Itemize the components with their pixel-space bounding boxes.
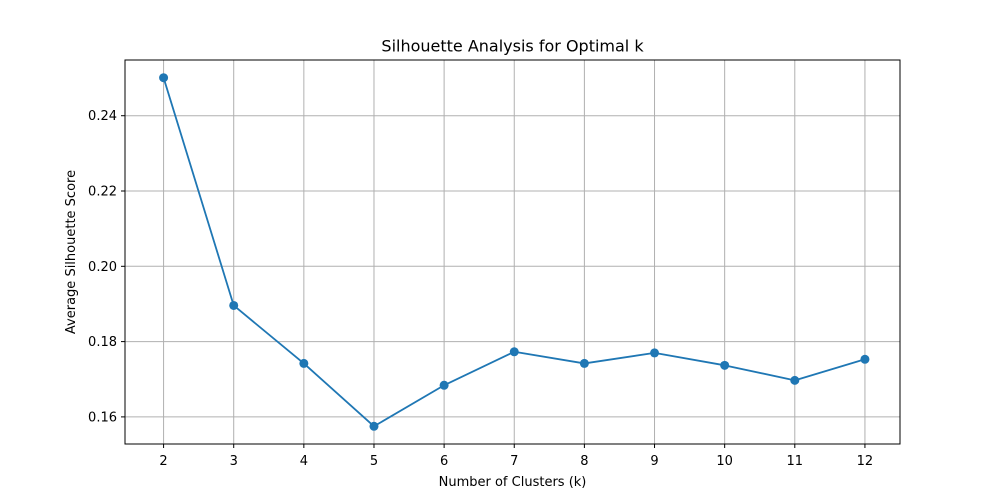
x-tick-label: 8 bbox=[580, 454, 588, 469]
data-point bbox=[650, 348, 660, 358]
y-tick-label: 0.18 bbox=[88, 335, 117, 350]
data-point bbox=[299, 358, 309, 368]
ticks: 2 3 4 5 6 7 8 9 10 11 12 0.16 0.18 0.20 0.22 0.24 bbox=[88, 109, 873, 469]
x-tick-label: 9 bbox=[650, 454, 658, 469]
y-tick-label: 0.20 bbox=[88, 260, 117, 275]
x-tick-label: 3 bbox=[230, 454, 238, 469]
chart-title: Silhouette Analysis for Optimal k bbox=[381, 37, 644, 56]
data-point bbox=[369, 421, 379, 431]
series-layer bbox=[159, 73, 870, 431]
data-point bbox=[159, 73, 169, 83]
y-tick-label: 0.22 bbox=[88, 185, 117, 200]
x-tick-label: 11 bbox=[787, 454, 804, 469]
data-point bbox=[439, 380, 449, 390]
x-tick-label: 12 bbox=[857, 454, 874, 469]
x-tick-label: 2 bbox=[159, 454, 167, 469]
y-tick-label: 0.24 bbox=[88, 109, 117, 124]
grid bbox=[125, 60, 900, 444]
x-tick-label: 4 bbox=[300, 454, 308, 469]
x-tick-label: 6 bbox=[440, 454, 448, 469]
x-tick-label: 5 bbox=[370, 454, 378, 469]
data-point bbox=[579, 358, 589, 368]
plot-frame bbox=[124, 59, 901, 445]
data-point bbox=[720, 360, 730, 370]
data-point bbox=[860, 354, 870, 364]
x-axis-title: Number of Clusters (k) bbox=[439, 475, 587, 490]
y-tick-label: 0.16 bbox=[88, 410, 117, 425]
x-tick-label: 7 bbox=[510, 454, 518, 469]
data-point bbox=[790, 375, 800, 385]
y-axis-title: Average Silhouette Score bbox=[64, 170, 79, 334]
x-tick-label: 10 bbox=[716, 454, 733, 469]
data-point bbox=[509, 347, 519, 357]
data-point bbox=[229, 300, 239, 310]
